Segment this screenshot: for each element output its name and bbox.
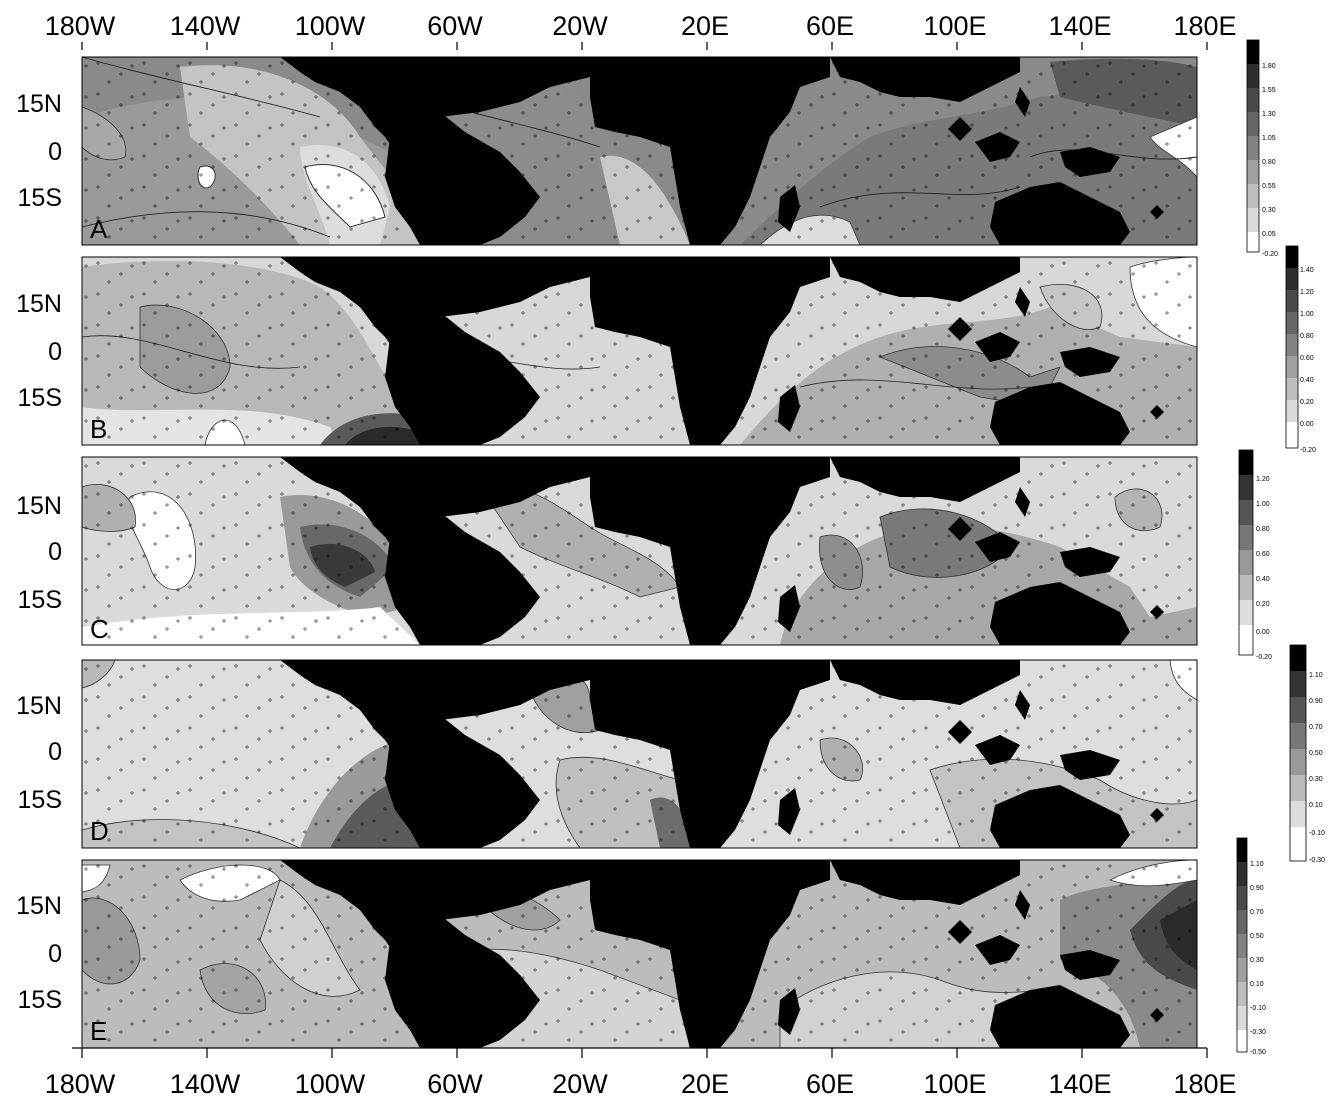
panel-a: [81, 56, 1198, 246]
colorbar-tick: 0.30: [1262, 207, 1276, 214]
lat-tick: 15S: [18, 586, 62, 614]
latitude-labels: 15N 0 15S 15N 0 15S 15N 0 15S 15N 0 15S …: [16, 90, 62, 1014]
panel-label-c: C: [90, 614, 109, 644]
lon-tick-bottom: 140E: [1048, 1069, 1111, 1099]
lat-tick: 15N: [16, 892, 62, 920]
colorbar-tick: 0.05: [1262, 231, 1276, 238]
colorbar-tick: 0.40: [1300, 377, 1314, 384]
panel-d: [81, 659, 1198, 849]
lon-tick-top: 140E: [1048, 11, 1111, 41]
colorbar-tick: 0.30: [1250, 957, 1264, 964]
colorbar-tick: 1.20: [1256, 476, 1270, 483]
colorbar-tick: 1.10: [1309, 672, 1323, 679]
colorbar-b: 1.40 1.20 1.00 0.80 0.60 0.40 0.20 0.00 …: [1285, 245, 1316, 454]
colorbar-tick: -0.10: [1309, 830, 1325, 837]
lon-tick-top: 60W: [427, 11, 483, 41]
colorbar-tick: 0.00: [1300, 421, 1314, 428]
panel-label-a: A: [90, 214, 108, 244]
colorbar-tick: 0.50: [1250, 933, 1264, 940]
colorbar-tick: 1.10: [1250, 861, 1264, 868]
lon-tick-top: 20E: [681, 11, 729, 41]
lon-tick-bottom: 180W: [45, 1069, 116, 1099]
colorbar-tick: 0.90: [1250, 885, 1264, 892]
lon-tick-top: 100W: [295, 11, 366, 41]
colorbar-tick: -0.10: [1250, 1005, 1266, 1012]
colorbar-tick: 0.50: [1309, 750, 1323, 757]
colorbar-tick: 1.05: [1262, 135, 1276, 142]
colorbar-tick: 0.10: [1250, 981, 1264, 988]
bottom-longitude-axis: 180W 140W 100W 60W 20W 20E 60E 100E 140E…: [45, 1069, 1237, 1099]
lat-tick: 0: [48, 538, 62, 566]
colorbar-tick: -0.30: [1250, 1029, 1266, 1036]
lat-tick: 15N: [16, 290, 62, 318]
colorbar-tick: -0.50: [1250, 1049, 1266, 1056]
lat-tick: 15N: [16, 90, 62, 118]
colorbar-tick: 0.30: [1309, 776, 1323, 783]
lon-tick-bottom: 20W: [552, 1069, 608, 1099]
lat-tick: 15S: [18, 184, 62, 212]
colorbar-tick: 1.55: [1262, 87, 1276, 94]
lat-tick: 0: [48, 138, 62, 166]
lon-tick-top: 180E: [1173, 11, 1236, 41]
lon-tick-top: 100E: [923, 11, 986, 41]
colorbar-tick: 0.00: [1256, 629, 1270, 636]
lat-tick: 0: [48, 338, 62, 366]
lon-tick-top: 140W: [170, 11, 241, 41]
colorbar-c: 1.20 1.00 0.80 0.60 0.40 0.20 0.00 -0.20: [1238, 449, 1272, 661]
lon-tick-bottom: 100E: [923, 1069, 986, 1099]
colorbar-tick: -0.20: [1262, 251, 1278, 258]
colorbar-tick: 1.20: [1300, 289, 1314, 296]
colorbar-e: 1.10 0.90 0.70 0.50 0.30 0.10 -0.10 -0.3…: [1236, 837, 1266, 1056]
top-longitude-axis: 180W 140W 100W 60W 20W 20E 60E 100E 140E…: [45, 11, 1237, 41]
colorbar-tick: 1.80: [1262, 63, 1276, 70]
colorbar-a: 1.80 1.55 1.30 1.05 0.80 0.55 0.30 0.05 …: [1246, 39, 1278, 258]
lat-tick: 15S: [18, 786, 62, 814]
colorbar-tick: 0.80: [1256, 526, 1270, 533]
lon-tick-top: 20W: [552, 11, 608, 41]
colorbar-tick: -0.20: [1256, 654, 1272, 661]
panel-label-b: B: [90, 414, 107, 444]
lon-tick-bottom: 100W: [295, 1069, 366, 1099]
panel-e: [81, 859, 1198, 1049]
lat-tick: 0: [48, 940, 62, 968]
lon-tick-bottom: 60E: [806, 1069, 854, 1099]
colorbar-tick: 0.60: [1256, 551, 1270, 558]
colorbar-tick: 1.30: [1262, 111, 1276, 118]
colorbar-tick: 0.80: [1262, 159, 1276, 166]
lat-tick: 0: [48, 738, 62, 766]
colorbar-tick: 0.55: [1262, 183, 1276, 190]
panel-label-e: E: [90, 1016, 107, 1046]
panel-c: [81, 456, 1198, 646]
panel-b: [81, 256, 1198, 446]
colorbar-d: 1.10 0.90 0.70 0.50 0.30 0.10 -0.10 -0.3…: [1289, 644, 1325, 864]
colorbar-tick: 1.00: [1300, 311, 1314, 318]
colorbar-tick: -0.20: [1300, 447, 1316, 454]
lat-tick: 15N: [16, 492, 62, 520]
colorbar-tick: 0.80: [1300, 333, 1314, 340]
colorbar-tick: 0.90: [1309, 698, 1323, 705]
colorbar-tick: 0.70: [1250, 909, 1264, 916]
lon-tick-bottom: 140W: [170, 1069, 241, 1099]
lat-tick: 15N: [16, 692, 62, 720]
colorbar-tick: 0.40: [1256, 576, 1270, 583]
colorbar-tick: 0.70: [1309, 724, 1323, 731]
colorbar-tick: 0.20: [1256, 601, 1270, 608]
lon-tick-top: 180W: [45, 11, 116, 41]
colorbar-tick: 0.60: [1300, 355, 1314, 362]
panel-label-d: D: [90, 816, 109, 846]
colorbar-tick: 0.20: [1300, 399, 1314, 406]
colorbar-tick: 1.00: [1256, 501, 1270, 508]
colorbar-tick: -0.30: [1309, 857, 1325, 864]
colorbar-tick: 1.40: [1300, 267, 1314, 274]
lon-tick-bottom: 60W: [427, 1069, 483, 1099]
colorbar-tick: 0.10: [1309, 802, 1323, 809]
lon-tick-bottom: 180E: [1173, 1069, 1236, 1099]
lon-tick-bottom: 20E: [681, 1069, 729, 1099]
lon-tick-top: 60E: [806, 11, 854, 41]
lat-tick: 15S: [18, 384, 62, 412]
lat-tick: 15S: [18, 986, 62, 1014]
